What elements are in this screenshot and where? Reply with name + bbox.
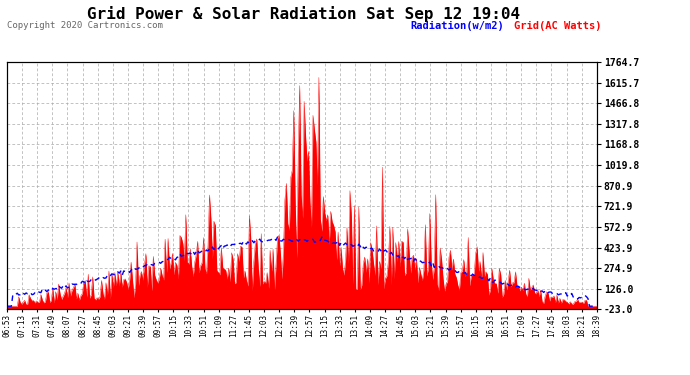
Text: Radiation(w/m2): Radiation(w/m2) — [411, 21, 504, 31]
Text: Copyright 2020 Cartronics.com: Copyright 2020 Cartronics.com — [7, 21, 163, 30]
Text: Grid Power & Solar Radiation Sat Sep 12 19:04: Grid Power & Solar Radiation Sat Sep 12 … — [87, 6, 520, 22]
Text: Grid(AC Watts): Grid(AC Watts) — [514, 21, 602, 31]
